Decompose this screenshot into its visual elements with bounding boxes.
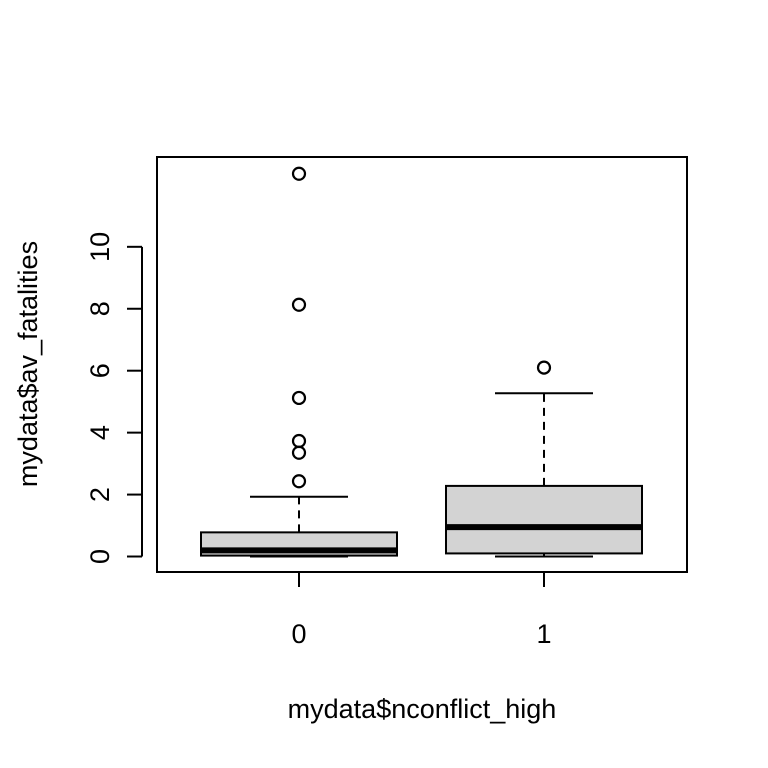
- plot-layer: [200, 166, 643, 558]
- outlier-point: [291, 390, 307, 406]
- y-axis: 0 2 4 6 8 10: [85, 232, 143, 564]
- outlier-point: [291, 445, 307, 460]
- plot-frame: [156, 156, 688, 573]
- y-tick-label: 0: [85, 549, 115, 564]
- y-tick-label: 6: [85, 363, 115, 378]
- outlier-point: [536, 360, 552, 375]
- outlier-point: [291, 433, 307, 449]
- y-tick-label: 4: [85, 425, 115, 440]
- box-group-0: [200, 166, 398, 558]
- y-axis-label: mydata$av_fatalities: [13, 241, 43, 487]
- y-tick-label: 10: [85, 232, 115, 262]
- y-tick-label: 8: [85, 301, 115, 316]
- x-axis-label: mydata$nconflict_high: [288, 694, 557, 724]
- x-tick-label: 0: [291, 619, 306, 649]
- x-tick-label: 1: [536, 619, 551, 649]
- outlier-point: [291, 166, 307, 181]
- y-tick-label: 2: [85, 487, 115, 502]
- box-group-1: [445, 360, 643, 558]
- outlier-point: [291, 297, 307, 312]
- outlier-point: [291, 474, 307, 489]
- iqr-box: [445, 484, 643, 555]
